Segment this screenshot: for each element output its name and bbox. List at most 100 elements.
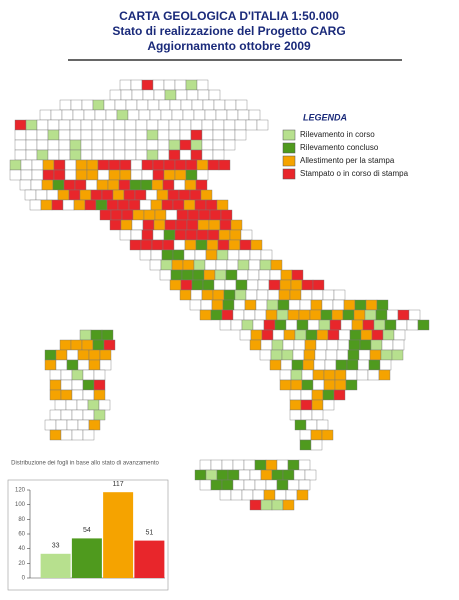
map-sheet — [260, 469, 273, 481]
map-sheet — [46, 189, 59, 201]
map-sheet — [44, 419, 57, 431]
map-sheet — [50, 109, 63, 121]
map-sheet — [145, 189, 158, 201]
map-sheet — [179, 289, 192, 301]
map-sheet — [229, 229, 242, 241]
map-sheet — [199, 309, 212, 321]
map-sheet — [60, 429, 73, 441]
map-sheet — [44, 359, 57, 371]
map-sheet — [212, 149, 225, 161]
map-sheet — [93, 369, 106, 381]
map-sheet — [61, 109, 74, 121]
map-sheet — [204, 259, 217, 271]
map-sheet — [174, 169, 187, 181]
map-sheet — [246, 279, 259, 291]
map-sheet — [119, 169, 132, 181]
map-sheet — [153, 219, 166, 231]
map-sheet — [216, 469, 229, 481]
map-sheet — [62, 199, 75, 211]
map-sheet — [90, 329, 103, 341]
map-sheet — [212, 129, 225, 141]
map-sheet — [168, 119, 181, 131]
map-sheet — [260, 249, 273, 261]
map-sheet — [207, 229, 220, 241]
map-sheet — [135, 149, 148, 161]
map-sheet — [353, 309, 366, 321]
map-sheet — [103, 339, 116, 351]
map-sheet — [256, 289, 269, 301]
map-sheet — [215, 259, 228, 271]
map-sheet — [191, 279, 204, 291]
map-sheet — [96, 179, 109, 191]
map-sheet — [219, 219, 232, 231]
map-sheet — [209, 209, 222, 221]
map-sheet — [183, 199, 196, 211]
map-sheet — [124, 119, 137, 131]
map-sheet — [69, 129, 82, 141]
map-sheet — [157, 149, 170, 161]
map-sheet — [92, 99, 105, 111]
map-sheet — [58, 119, 71, 131]
map-sheet — [138, 109, 151, 121]
map-sheet — [201, 289, 214, 301]
map-sheet — [9, 159, 22, 171]
map-sheet — [20, 159, 33, 171]
map-sheet — [285, 489, 298, 501]
map-sheet — [82, 369, 95, 381]
map-sheet — [376, 299, 389, 311]
map-sheet — [235, 279, 248, 291]
map-sheet — [274, 489, 287, 501]
map-sheet — [256, 119, 269, 131]
map-sheet — [35, 189, 48, 201]
map-sheet — [335, 359, 348, 371]
y-tick-label: 120 — [15, 488, 26, 494]
map-sheet — [249, 469, 262, 481]
map-sheet — [59, 99, 72, 111]
map-sheet — [119, 159, 132, 171]
map-sheet — [299, 439, 312, 451]
map-sheet — [151, 179, 164, 191]
map-sheet — [227, 249, 240, 261]
map-sheet — [183, 249, 196, 261]
map-sheet — [88, 419, 101, 431]
map-sheet — [87, 399, 100, 411]
map-sheet — [259, 259, 272, 271]
map-sheet — [69, 139, 82, 151]
map-sheet — [83, 109, 96, 121]
map-sheet — [381, 339, 394, 351]
map-sheet — [321, 299, 334, 311]
map-sheet — [180, 99, 193, 111]
y-tick-label: 0 — [22, 576, 26, 582]
map-sheet — [36, 149, 49, 161]
map-sheet — [226, 259, 239, 271]
map-sheet — [80, 119, 93, 131]
map-sheet — [189, 189, 202, 201]
map-sheet — [203, 269, 216, 281]
map-sheet — [208, 89, 221, 101]
map-sheet — [210, 479, 223, 491]
map-sheet — [9, 169, 22, 181]
map-sheet — [255, 299, 268, 311]
map-sheet — [191, 99, 204, 111]
map-sheet — [162, 179, 175, 191]
map-sheet — [193, 259, 206, 271]
map-sheet — [116, 109, 129, 121]
map-sheet — [200, 189, 213, 201]
map-sheet — [271, 499, 284, 511]
map-sheet — [196, 79, 209, 91]
map-sheet — [212, 289, 225, 301]
map-sheet — [20, 169, 33, 181]
map-sheet — [182, 109, 195, 121]
map-sheet — [150, 249, 163, 261]
map-sheet — [101, 329, 114, 341]
map-sheet — [93, 389, 106, 401]
map-sheet — [347, 349, 360, 361]
map-sheet — [82, 379, 95, 391]
map-sheet — [278, 289, 291, 301]
map-sheet — [161, 249, 174, 261]
map-sheet — [42, 169, 55, 181]
map-sheet — [241, 489, 254, 501]
map-sheet — [175, 219, 188, 231]
map-sheet — [135, 129, 148, 141]
legend-title: LEGENDA — [303, 112, 347, 122]
